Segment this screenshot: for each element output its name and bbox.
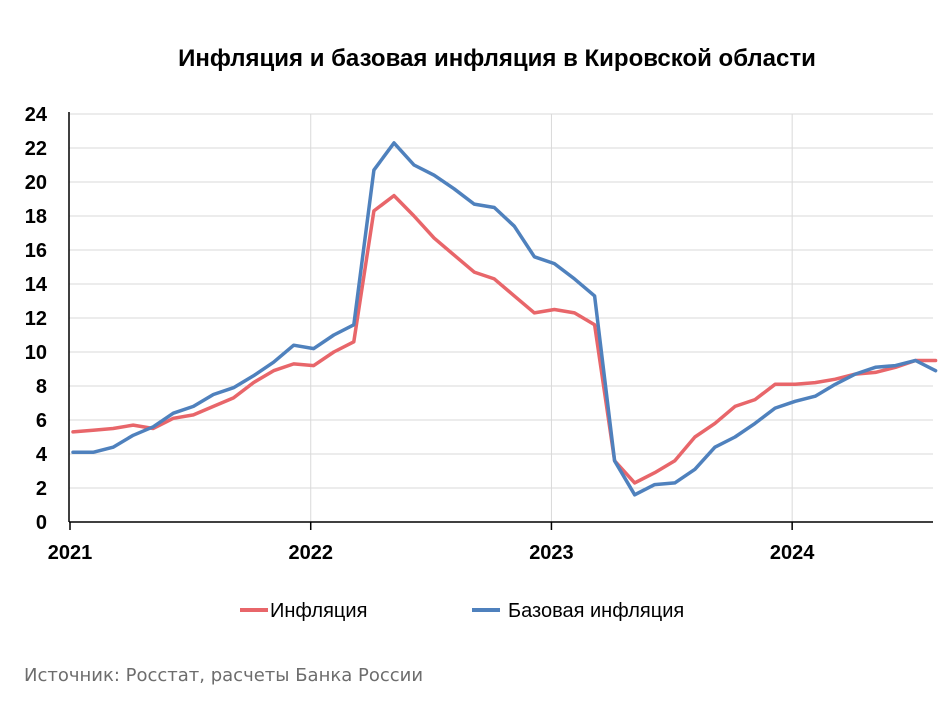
- x-tick-label: 2023: [529, 542, 574, 564]
- legend-label-inflation: Инфляция: [270, 600, 367, 622]
- y-tick-label: 8: [36, 376, 47, 398]
- series-lines: [71, 141, 938, 497]
- x-tick-label: 2021: [48, 542, 93, 564]
- chart-title: Инфляция и базовая инфляция в Кировской …: [178, 45, 816, 72]
- series-line-inflation: [71, 193, 938, 485]
- source-note: Источник: Росстат, расчеты Банка России: [24, 665, 423, 686]
- y-tick-label: 22: [25, 138, 47, 160]
- y-tick-label: 12: [25, 308, 47, 330]
- y-tick-label: 20: [25, 172, 47, 194]
- y-tick-label: 4: [36, 444, 48, 466]
- legend-label-core-inflation: Базовая инфляция: [508, 600, 684, 622]
- axes: [68, 112, 933, 523]
- grid-lines: [69, 113, 933, 522]
- y-tick-label: 14: [25, 274, 48, 296]
- y-tick-label: 16: [25, 240, 47, 262]
- y-tick-label: 10: [25, 342, 47, 364]
- x-axis-ticks: 2021 2022 2023 2024: [48, 522, 815, 564]
- series-line-core-inflation: [71, 141, 938, 497]
- y-tick-label: 0: [36, 512, 47, 534]
- y-tick-label: 2: [36, 478, 47, 500]
- x-tick-label: 2024: [770, 542, 815, 564]
- legend: Инфляция Базовая инфляция: [240, 600, 684, 622]
- y-tick-label: 24: [25, 104, 48, 126]
- y-tick-label: 6: [36, 410, 47, 432]
- x-tick-label: 2022: [288, 542, 333, 564]
- y-tick-label: 18: [25, 206, 47, 228]
